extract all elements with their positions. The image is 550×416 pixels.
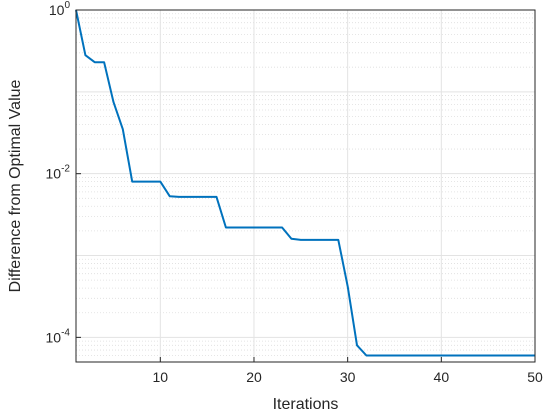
x-tick-label: 50: [527, 369, 543, 385]
x-axis-label: Iterations: [273, 396, 339, 413]
y-tick-label: 10-2: [46, 164, 71, 182]
y-tick-label: 10-4: [46, 327, 71, 345]
x-axis-tick-labels: 10 20 30 40 50: [153, 369, 543, 385]
plot-area-frame: [75, 9, 536, 363]
major-gridlines: [76, 10, 535, 362]
x-tick-label: 20: [246, 369, 262, 385]
x-tick-label: 10: [153, 369, 169, 385]
x-tick-label: 40: [434, 369, 450, 385]
series-line: [75, 9, 535, 357]
minor-gridlines: [76, 13, 535, 356]
series-layer: [75, 9, 535, 357]
axis-ticks: [76, 9, 536, 362]
y-axis-label: Difference from Optimal Value: [7, 79, 24, 292]
y-axis-tick-labels: 100 10-2 10-4: [46, 0, 71, 345]
y-tick-label: 100: [49, 0, 71, 18]
x-tick-label: 30: [340, 369, 356, 385]
